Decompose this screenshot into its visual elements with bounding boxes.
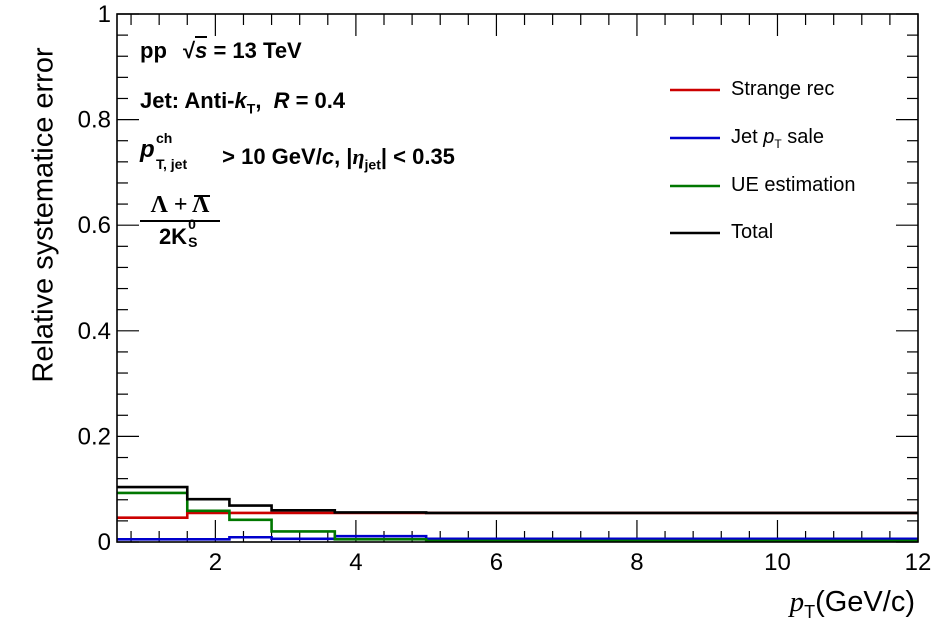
y-tick-label: 0	[98, 529, 111, 556]
series-group	[117, 485, 918, 543]
y-tick-label: 0.6	[78, 212, 111, 239]
x-tick-label: 12	[905, 549, 932, 576]
legend-entry-total: Total	[731, 221, 774, 243]
x-tick-label: 10	[764, 549, 791, 576]
legend-entry-ue-estimation: UE estimation	[731, 174, 856, 196]
x-tick-label: 8	[630, 549, 643, 576]
y-tick-label: 0.4	[78, 318, 111, 345]
series-line-1	[117, 534, 918, 541]
x-tick-label: 4	[349, 549, 362, 576]
legend-entry-jet-pt-sale: Jet pT sale	[731, 126, 824, 151]
annotation-ratio: Λ + Λ 2K 0 S	[140, 192, 220, 250]
y-tick-label: 0.2	[78, 423, 111, 450]
plot-frame	[116, 13, 919, 543]
legend-entry-strange-rec: Strange rec	[731, 78, 835, 100]
series-line-3	[117, 485, 918, 515]
y-tick-label: 0.8	[78, 107, 111, 134]
annotation-collision: pp √s = 13 TeV	[140, 36, 302, 63]
annotation-jet-algorithm: Jet: Anti-kT, R = 0.4	[140, 88, 346, 117]
axis-ticks	[117, 13, 919, 543]
x-tick-label: 2	[209, 549, 222, 576]
y-axis-title: Relative systematice error	[27, 47, 60, 383]
x-axis-title: pT(GeV/c)	[789, 586, 915, 622]
annotation-kinematic-cuts: p ch T, jet > 10 GeV/c, |ηjet| < 0.35	[140, 130, 455, 173]
x-tick-label: 6	[490, 549, 503, 576]
series-line-2	[117, 491, 918, 543]
tick-labels: 2 4 6 8 10 12 0 0.2 0.4 0.6 0.8 1	[78, 1, 932, 576]
legend	[670, 88, 720, 235]
y-tick-label: 1	[98, 1, 111, 28]
